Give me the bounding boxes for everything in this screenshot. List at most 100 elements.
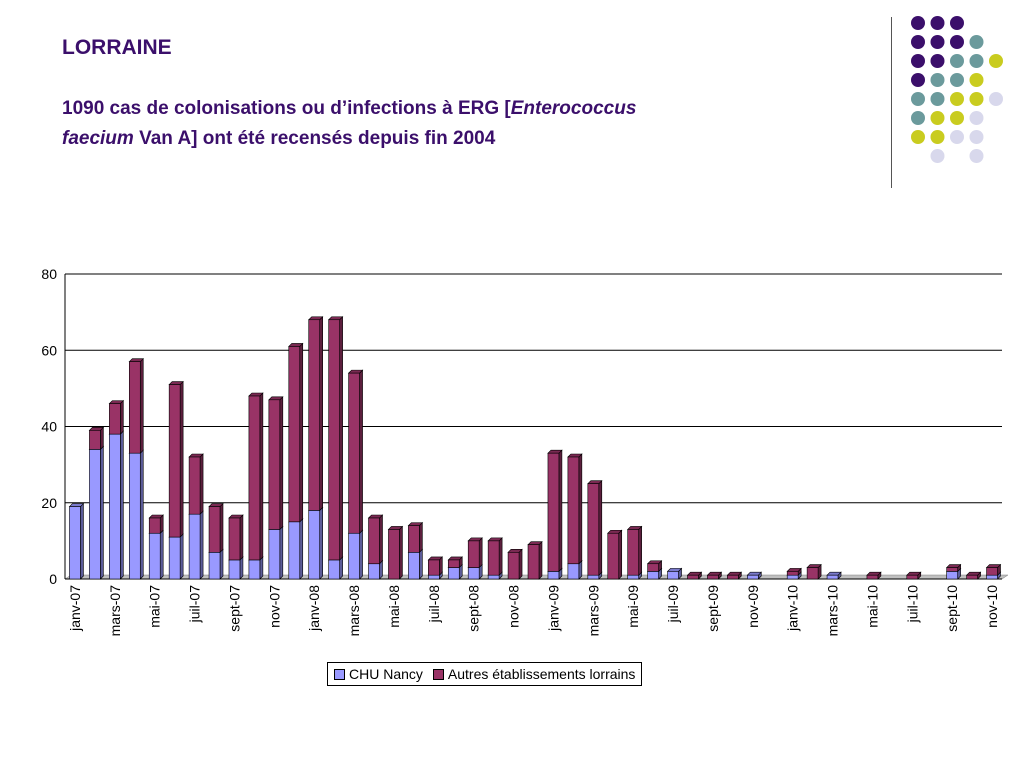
bar-segment-chu-nancy <box>666 567 683 580</box>
bar-segment-chu-nancy <box>88 445 105 580</box>
bar-segment-autres <box>188 453 204 515</box>
decorative-dot <box>969 92 984 106</box>
bar-segment-autres <box>347 369 364 534</box>
decorative-dot <box>950 35 964 49</box>
slide-subtitle: 1090 cas de colonisations ou d’infection… <box>62 94 862 154</box>
x-tick-label: sept-07 <box>226 585 242 632</box>
decorative-dot <box>969 111 984 125</box>
bar-side <box>558 449 563 573</box>
bar-front <box>647 571 659 580</box>
bar-segment-autres <box>626 525 643 576</box>
bar-side <box>199 453 204 515</box>
bar-front <box>647 563 659 572</box>
bar-segment-autres <box>945 563 962 573</box>
bar-segment-autres <box>786 567 802 576</box>
bar-segment-autres <box>906 571 922 580</box>
bar-segment-autres <box>866 571 882 580</box>
x-tick-label: janv-08 <box>306 585 322 632</box>
bar-front <box>208 552 221 580</box>
bar-segment-chu-nancy <box>208 548 224 580</box>
bar-segment-chu-nancy <box>307 506 324 580</box>
bar-side <box>219 502 224 554</box>
bar-segment-chu-nancy <box>347 529 364 580</box>
decorative-dot <box>911 73 925 87</box>
bar-front <box>986 567 998 576</box>
decorative-dot <box>950 54 964 68</box>
bar-front <box>966 574 978 580</box>
bar-front <box>168 384 181 538</box>
bar-front <box>248 395 261 561</box>
decorative-dot <box>969 130 984 144</box>
y-tick-label: 80 <box>41 266 57 282</box>
bar-segment-autres <box>467 537 483 569</box>
bar-side <box>538 540 543 580</box>
bar-segment-autres <box>228 514 244 561</box>
bar-front <box>467 540 480 568</box>
bar-front <box>447 559 460 568</box>
bar-front <box>248 559 261 580</box>
subtitle-genus: Enterococcus <box>510 98 637 119</box>
bar-segment-autres <box>128 357 144 454</box>
bar-front <box>906 574 919 580</box>
bar-front <box>188 456 201 515</box>
y-tick-label: 20 <box>41 495 57 511</box>
x-tick-label: mai-08 <box>386 585 402 628</box>
bar-front <box>308 510 320 580</box>
decorative-dot <box>930 35 945 49</box>
bar-side <box>259 556 264 580</box>
bar-front <box>428 574 440 580</box>
y-tick-label: 40 <box>41 419 57 435</box>
bar-front <box>368 517 380 565</box>
bar-side <box>139 449 144 580</box>
bar-front <box>986 574 998 580</box>
bar-front <box>567 456 580 565</box>
x-tick-label: juil-10 <box>904 585 920 624</box>
y-tick-label: 60 <box>41 342 57 358</box>
x-tick-label: mai-09 <box>625 585 641 628</box>
bar-front <box>547 452 560 572</box>
bar-side <box>159 529 164 580</box>
decorative-dot <box>930 73 945 87</box>
bar-side <box>299 342 304 523</box>
bar-segment-autres <box>387 525 404 580</box>
bar-side <box>239 556 244 580</box>
bar-segment-autres <box>367 514 384 565</box>
decorative-dot <box>969 35 984 49</box>
bar-front <box>228 517 241 561</box>
decorative-dot <box>950 92 964 106</box>
bar-side <box>618 529 623 580</box>
y-tick-label: 0 <box>49 571 57 587</box>
bar-front <box>368 563 380 580</box>
x-tick-label: janv-10 <box>785 585 801 632</box>
decorative-dot <box>989 92 1003 106</box>
subtitle-text-2: Van A] ont été recensés depuis fin 2004 <box>133 128 496 149</box>
bar-front <box>89 430 101 450</box>
bar-segment-autres <box>208 502 224 554</box>
bar-side <box>279 525 284 580</box>
bar-front <box>727 574 739 580</box>
bar-front <box>866 574 879 580</box>
bar-side <box>419 548 423 580</box>
decorative-dot <box>969 73 984 87</box>
bar-segment-chu-nancy <box>407 548 424 580</box>
legend-swatch-chu-nancy <box>334 668 345 680</box>
decorative-dot <box>911 16 925 30</box>
bar-segment-chu-nancy <box>68 502 85 580</box>
x-tick-label: juil-07 <box>187 585 203 624</box>
decorative-dot <box>930 130 945 144</box>
decorative-dot <box>950 73 964 87</box>
bar-side <box>578 453 583 565</box>
bar-segment-autres <box>985 563 1002 576</box>
bar-front <box>527 544 540 580</box>
bar-front <box>328 319 340 561</box>
bar-segment-autres <box>607 529 623 580</box>
x-tick-label: sept-09 <box>705 585 721 632</box>
bar-front <box>268 399 281 530</box>
decorative-dot <box>950 111 964 125</box>
bar-side <box>259 392 264 561</box>
bar-segment-chu-nancy <box>746 571 763 580</box>
bar-segment-autres <box>248 392 264 561</box>
bar-segment-chu-nancy <box>188 510 204 580</box>
decorative-dot <box>969 149 984 163</box>
x-tick-label: janv-07 <box>67 585 83 632</box>
